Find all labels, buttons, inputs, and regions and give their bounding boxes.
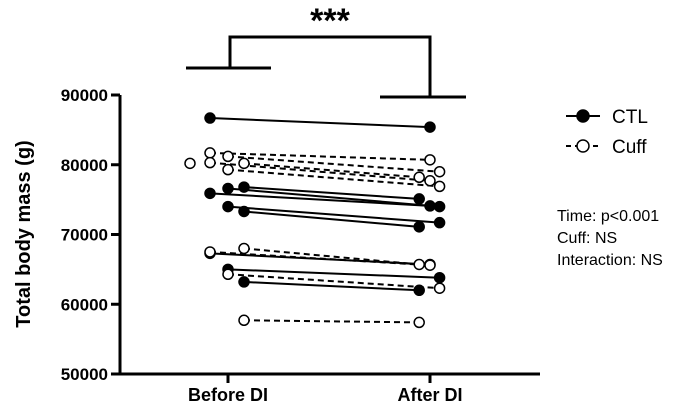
data-point-ctl (238, 276, 250, 288)
data-point-cuff (238, 157, 250, 170)
bracket-connector (228, 35, 432, 97)
series-line-ctl (243, 186, 420, 200)
series-line-ctl (243, 210, 420, 228)
data-point-cuff (204, 147, 216, 159)
data-point-cuff (204, 156, 216, 169)
series-line-cuff (209, 151, 431, 161)
y-tick-label: 90000 (61, 86, 108, 105)
y-axis-label: Total body mass (g) (13, 140, 35, 327)
significance-bracket: *** (186, 2, 466, 99)
y-tick-label: 70000 (61, 226, 108, 245)
y-tick-label: 80000 (61, 156, 108, 175)
series-line-cuff (209, 161, 431, 182)
data-point-cuff (424, 175, 436, 187)
data-point-cuff (222, 163, 234, 176)
series-line-ctl (227, 268, 440, 279)
data-point-ctl (222, 182, 234, 195)
series-line-ctl (227, 205, 440, 224)
data-point-ctl (424, 121, 436, 133)
series-line-cuff (209, 250, 431, 267)
data-point-ctl (433, 216, 446, 229)
data-point-ctl (204, 187, 216, 200)
data-point-cuff (433, 282, 446, 294)
data-point-ctl (424, 200, 436, 212)
data-point-cuff (413, 258, 425, 271)
series-line-cuff (227, 273, 440, 290)
series-line-ctl (243, 280, 420, 292)
data-point-ctl (413, 284, 425, 297)
series-line-cuff (243, 162, 420, 179)
legend-marker-cuff (576, 139, 590, 153)
axes: 50000 60000 70000 80000 90000 Before DI After … (13, 86, 540, 405)
stats-annotation: Time: p<0.001 Cuff: NS Interaction: NS (557, 208, 663, 269)
data-point-cuff (413, 316, 425, 329)
data-point-ctl (238, 181, 250, 193)
data-point-cuff (433, 165, 446, 178)
data-point-cuff (222, 268, 234, 281)
data-point-ctl (204, 112, 216, 124)
significance-label: *** (310, 2, 350, 40)
data-point-ctl (413, 193, 425, 205)
stats-line: Time: p<0.001 (557, 208, 659, 225)
data-point-ctl (433, 200, 446, 213)
data-point-cuff (222, 150, 234, 163)
series-line-ctl (209, 192, 431, 207)
data-point-ctl (413, 221, 425, 233)
stats-line: Interaction: NS (557, 252, 663, 269)
legend-marker-ctl (576, 109, 590, 123)
y-tick-label: 60000 (61, 295, 108, 314)
series-line-cuff (227, 155, 440, 173)
data-point-cuff (238, 314, 250, 327)
data-points (184, 112, 446, 329)
legend-label: Cuff (612, 137, 647, 158)
data-point-cuff (184, 157, 196, 170)
data-point-cuff (238, 242, 250, 255)
data-point-cuff (424, 259, 436, 271)
legend-label: CTL (612, 107, 648, 128)
data-point-ctl (222, 200, 234, 213)
data-point-ctl (238, 205, 250, 218)
data-point-cuff (204, 246, 216, 258)
x-tick-label: Before DI (188, 385, 268, 405)
data-point-ctl (433, 271, 446, 284)
series-line-cuff (243, 319, 420, 324)
data-point-cuff (433, 180, 446, 193)
series-line-cuff (227, 168, 440, 188)
stats-line: Cuff: NS (557, 230, 617, 247)
data-lines (209, 117, 440, 324)
x-tick-label: After DI (397, 385, 462, 405)
legend: CTL Cuff (566, 107, 648, 158)
data-point-cuff (424, 154, 436, 166)
data-point-cuff (413, 171, 425, 184)
y-tick-label: 50000 (61, 365, 108, 384)
series-line-ctl (209, 117, 431, 129)
